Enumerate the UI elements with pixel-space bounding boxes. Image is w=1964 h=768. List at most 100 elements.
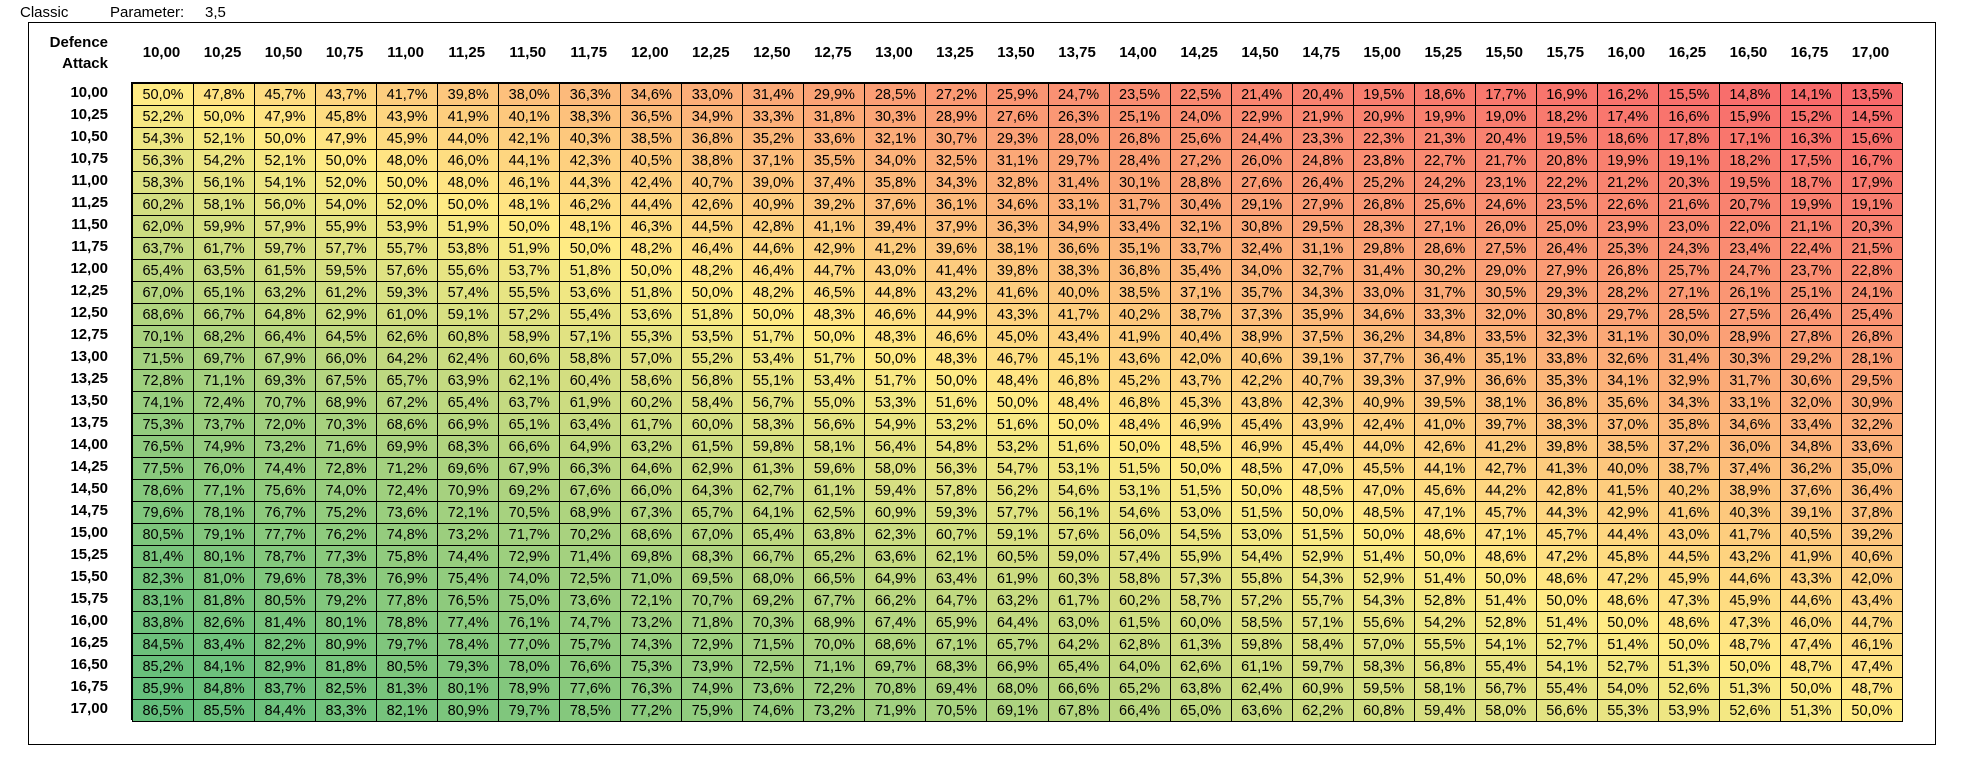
row-header: 13,25 <box>70 370 108 387</box>
heatmap-cell: 55,3% <box>620 325 683 348</box>
heatmap-cell: 48,6% <box>1535 567 1598 590</box>
heatmap-cell: 53,1% <box>1047 457 1110 480</box>
heatmap-cell: 40,7% <box>681 171 744 194</box>
heatmap-cell: 55,1% <box>742 369 805 392</box>
row-header: 15,75 <box>70 590 108 607</box>
heatmap-cell: 42,9% <box>1596 501 1659 524</box>
heatmap-cell: 44,6% <box>1779 589 1842 612</box>
heatmap-cell: 40,0% <box>1596 457 1659 480</box>
heatmap-cell: 31,8% <box>803 105 866 128</box>
heatmap-cell: 57,1% <box>1291 611 1354 634</box>
heatmap-cell: 44,6% <box>1718 567 1781 590</box>
heatmap-cell: 16,7% <box>1840 149 1903 172</box>
heatmap-cell: 27,2% <box>925 83 988 106</box>
heatmap-cell: 57,1% <box>559 325 622 348</box>
heatmap-cell: 41,7% <box>1718 523 1781 546</box>
heatmap-cell: 28,2% <box>1596 281 1659 304</box>
col-header: 14,25 <box>1180 44 1218 61</box>
heatmap-cell: 48,4% <box>1047 391 1110 414</box>
heatmap-cell: 57,7% <box>315 237 378 260</box>
heatmap-cell: 37,9% <box>1413 369 1476 392</box>
heatmap-cell: 73,6% <box>742 677 805 700</box>
heatmap-cell: 77,7% <box>254 523 317 546</box>
heatmap-cell: 46,4% <box>742 259 805 282</box>
heatmap-cell: 13,5% <box>1840 83 1903 106</box>
heatmap-cell: 68,9% <box>803 611 866 634</box>
heatmap-cell: 43,3% <box>986 303 1049 326</box>
heatmap-cell: 46,2% <box>559 193 622 216</box>
heatmap-cell: 80,5% <box>254 589 317 612</box>
heatmap-cell: 30,2% <box>1413 259 1476 282</box>
heatmap-cell: 45,1% <box>1047 347 1110 370</box>
heatmap-cell: 69,2% <box>742 589 805 612</box>
heatmap-cell: 65,4% <box>437 391 500 414</box>
heatmap-cell: 22,4% <box>1779 237 1842 260</box>
heatmap-cell: 42,2% <box>1230 369 1293 392</box>
heatmap-cell: 68,9% <box>559 501 622 524</box>
heatmap-cell: 58,1% <box>1413 677 1476 700</box>
heatmap-cell: 54,1% <box>1474 633 1537 656</box>
heatmap-cell: 50,0% <box>1474 567 1537 590</box>
heatmap-cell: 36,3% <box>986 215 1049 238</box>
heatmap-cell: 60,2% <box>620 391 683 414</box>
heatmap-cell: 28,5% <box>864 83 927 106</box>
heatmap-cell: 35,8% <box>864 171 927 194</box>
col-header: 13,50 <box>997 44 1035 61</box>
heatmap-cell: 42,3% <box>559 149 622 172</box>
heatmap-cell: 39,1% <box>1291 347 1354 370</box>
heatmap-cell: 48,1% <box>498 193 561 216</box>
heatmap-cell: 61,9% <box>559 391 622 414</box>
heatmap-cell: 41,0% <box>1413 413 1476 436</box>
heatmap-cell: 80,5% <box>132 523 195 546</box>
heatmap-cell: 59,4% <box>1413 699 1476 722</box>
heatmap-cell: 76,1% <box>498 611 561 634</box>
heatmap-cell: 54,3% <box>132 127 195 150</box>
row-header: 11,75 <box>71 238 108 255</box>
heatmap-cell: 76,3% <box>620 677 683 700</box>
heatmap-cell: 73,2% <box>254 435 317 458</box>
heatmap-cell: 48,5% <box>1352 501 1415 524</box>
heatmap-cell: 41,7% <box>1047 303 1110 326</box>
heatmap-cell: 45,8% <box>315 105 378 128</box>
heatmap-cell: 57,4% <box>437 281 500 304</box>
row-header: 15,00 <box>70 524 108 541</box>
heatmap-cell: 66,4% <box>1108 699 1171 722</box>
heatmap-cell: 19,5% <box>1352 83 1415 106</box>
heatmap-cell: 47,2% <box>1535 545 1598 568</box>
heatmap-cell: 41,6% <box>1657 501 1720 524</box>
heatmap-cell: 35,9% <box>1291 303 1354 326</box>
heatmap-cell: 39,4% <box>864 215 927 238</box>
heatmap-cell: 43,9% <box>1291 413 1354 436</box>
row-header: 13,50 <box>70 392 108 409</box>
heatmap-cell: 63,8% <box>1169 677 1232 700</box>
heatmap-cell: 19,5% <box>1535 127 1598 150</box>
heatmap-cell: 52,2% <box>132 105 195 128</box>
heatmap-cell: 77,4% <box>437 611 500 634</box>
heatmap-cell: 55,4% <box>1535 677 1598 700</box>
heatmap-cell: 43,7% <box>315 83 378 106</box>
heatmap-cell: 59,9% <box>193 215 256 238</box>
heatmap-cell: 37,0% <box>1596 413 1659 436</box>
heatmap-cell: 42,8% <box>742 215 805 238</box>
heatmap-cell: 64,8% <box>254 303 317 326</box>
heatmap-cell: 84,5% <box>132 633 195 656</box>
heatmap-cell: 50,0% <box>925 369 988 392</box>
heatmap-cell: 81,4% <box>132 545 195 568</box>
heatmap-cell: 24,8% <box>1291 149 1354 172</box>
heatmap-cell: 40,3% <box>559 127 622 150</box>
heatmap-cell: 50,0% <box>376 171 439 194</box>
heatmap-cell: 15,9% <box>1718 105 1781 128</box>
heatmap-cell: 54,2% <box>1413 611 1476 634</box>
heatmap-cell: 29,5% <box>1291 215 1354 238</box>
heatmap-cell: 24,0% <box>1169 105 1232 128</box>
heatmap-cell: 67,9% <box>254 347 317 370</box>
heatmap-cell: 15,5% <box>1657 83 1720 106</box>
heatmap-cell: 47,1% <box>1474 523 1537 546</box>
heatmap-cell: 47,0% <box>1352 479 1415 502</box>
heatmap-cell: 64,6% <box>620 457 683 480</box>
heatmap-cell: 78,8% <box>376 611 439 634</box>
heatmap-cell: 28,0% <box>1047 127 1110 150</box>
heatmap-cell: 32,9% <box>1657 369 1720 392</box>
heatmap-cell: 81,4% <box>254 611 317 634</box>
heatmap-cell: 59,0% <box>1047 545 1110 568</box>
